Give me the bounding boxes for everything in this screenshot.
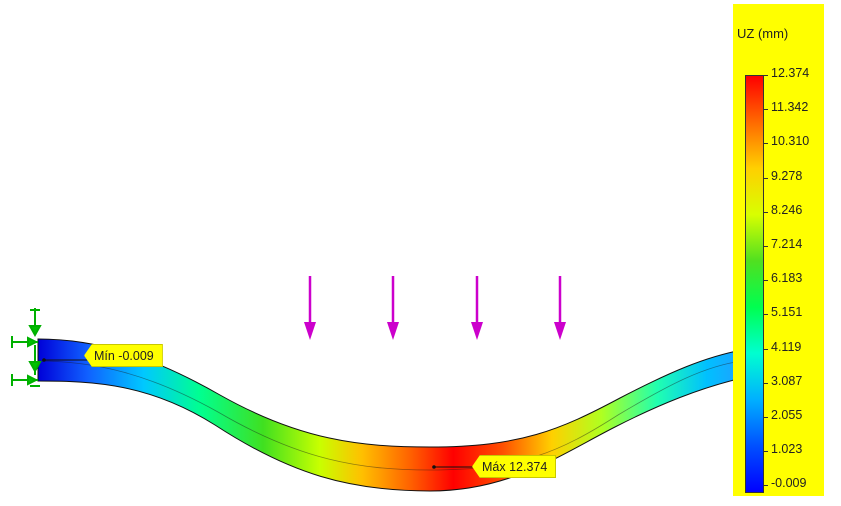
legend-tick-mark — [764, 143, 768, 145]
legend-tick-label: -0.009 — [771, 476, 807, 491]
distributed-load-arrows — [304, 276, 566, 340]
fixed-support-icon — [11, 308, 42, 387]
legend-tick-label: 6.183 — [771, 271, 803, 286]
load-arrow-icon — [304, 276, 316, 340]
legend-tick-label: 4.119 — [771, 339, 802, 354]
legend-colorbar — [745, 75, 764, 493]
legend-tick-label: 8.246 — [771, 202, 803, 217]
legend-tick-mark — [764, 280, 768, 282]
min-probe-point — [42, 358, 46, 362]
legend-tick-label: 1.023 — [771, 442, 803, 457]
load-arrow-icon — [554, 276, 566, 340]
load-arrow-icon — [387, 276, 399, 340]
legend-tick-label: 5.151 — [771, 305, 803, 320]
legend-tick-mark — [764, 109, 768, 111]
beam-inner-edge — [37, 360, 743, 471]
legend-tick-label: 2.055 — [771, 408, 803, 422]
max-probe-label[interactable]: Máx 12.374 — [472, 455, 557, 478]
legend-tick-label: 3.087 — [771, 373, 803, 388]
legend-tick-label: 10.310 — [771, 134, 810, 149]
legend-tick-mark — [764, 211, 768, 213]
legend-tick-mark — [764, 451, 768, 453]
legend-tick-mark — [764, 348, 768, 350]
max-probe-point — [432, 465, 436, 469]
legend-tick-label: 9.278 — [771, 168, 803, 183]
load-arrow-icon — [471, 276, 483, 340]
legend-tick-label: 12.374 — [771, 66, 810, 80]
legend-tick-mark — [764, 75, 768, 76]
legend-tick-mark — [764, 314, 768, 316]
min-probe-label[interactable]: Mín -0.009 — [84, 344, 163, 367]
legend-tick-mark — [764, 246, 768, 247]
legend-tick-mark — [764, 485, 768, 487]
legend-tick-label: 7.214 — [771, 237, 803, 251]
legend-tick-mark — [764, 177, 768, 179]
legend-tick-label: 11.342 — [771, 100, 809, 115]
legend-tick-mark — [764, 417, 768, 418]
legend-tick-mark — [764, 382, 768, 384]
legend-title: UZ (mm) — [737, 26, 789, 41]
